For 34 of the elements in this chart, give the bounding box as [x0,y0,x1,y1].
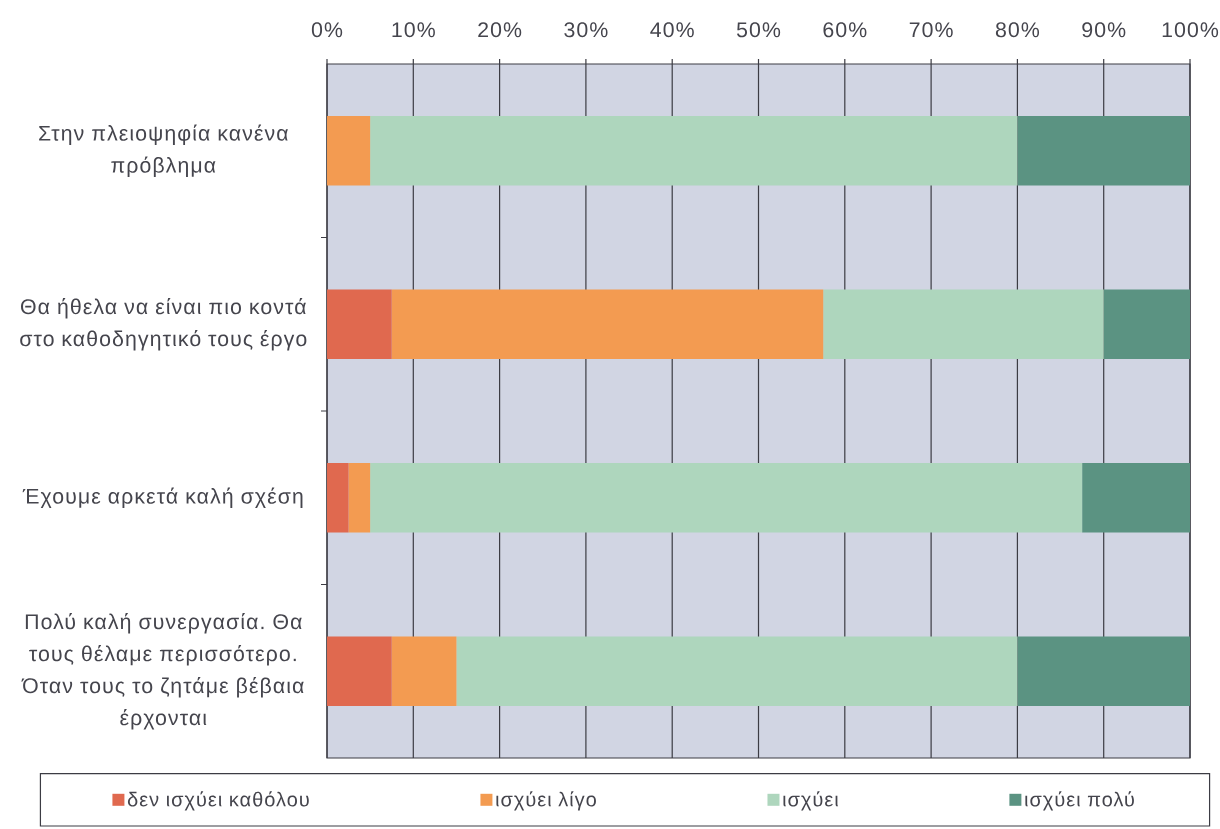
bar [1082,463,1191,533]
bar [1103,289,1191,359]
bar [348,463,371,533]
legend-label: ισχύει λίγο [496,791,596,811]
legend-label: δεν ισχύει καθόλου [127,791,309,811]
y-tick-label: Θα ήθελα να είναι πιο κοντά στο καθοδηγητικό τους έργο [20,298,307,351]
x-tick-label: 10% [392,22,435,38]
x-tick-label: 100% [1162,22,1219,38]
legend-label: ισχύει πολύ [1025,791,1134,811]
bar [327,636,392,706]
bar [370,463,1083,533]
bar [327,463,349,533]
y-tick-label: Έχουμε αρκετά καλή σχέση [22,487,303,509]
x-tick-label: 80% [995,22,1040,38]
bar [391,289,824,359]
x-tick-label: 30% [564,22,608,38]
bar [370,116,1018,186]
bar [327,289,392,359]
bar [1017,116,1191,186]
x-tick-label: 20% [478,22,522,38]
legend-label: ισχύει [783,791,839,811]
bar [1017,636,1191,706]
bar [456,636,1018,706]
x-tick-label: 50% [736,22,781,38]
x-tick-label: 40% [650,22,694,38]
bar [391,636,457,706]
bar [327,116,371,186]
x-tick-label: 90% [1082,22,1126,38]
x-tick-label: 60% [823,22,867,38]
y-tick-label: Στην πλειοψηφία κανένα πρόβλημα [39,124,288,178]
x-tick-label: 0% [311,22,343,38]
x-tick-label: 70% [909,22,953,38]
bar [823,289,1104,359]
y-tick-label: Πολύ καλή συνεργασία. Θα τους θέλαμε περισσότερο. Όταν τους το ζητάμε βέβαια έρχονται [21,613,304,730]
